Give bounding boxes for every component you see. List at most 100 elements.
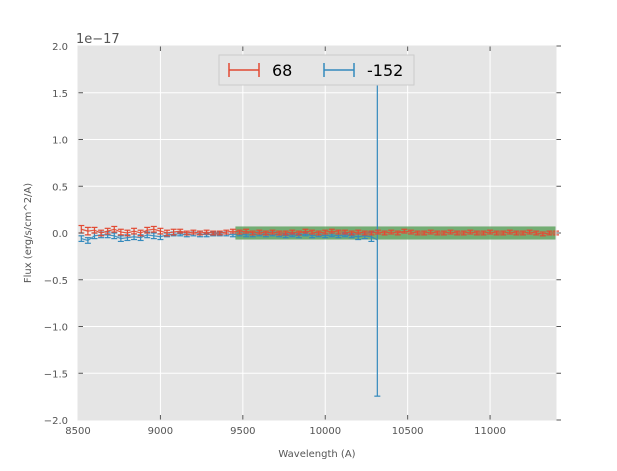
errorbar-point (500, 230, 507, 236)
y-tick-label: 2.0 (52, 42, 68, 53)
errorbar-point (78, 235, 85, 243)
errorbar-point (111, 232, 118, 240)
offset-label: 1e−17 (76, 32, 120, 47)
errorbar-point (289, 229, 296, 235)
errorbar-point (91, 226, 98, 234)
errorbar-point (256, 229, 263, 235)
errorbar-point (487, 229, 494, 235)
errorbar-point (243, 228, 250, 234)
legend-entry-68: 68 (228, 61, 292, 80)
y-tick-label: −1.5 (44, 369, 68, 380)
errorbar-point (177, 228, 184, 234)
errorbar-point (401, 228, 408, 234)
errorbar-point (236, 229, 243, 235)
errorbar-point (196, 230, 203, 236)
errorbar-point (440, 230, 447, 236)
errorbar-point (322, 229, 329, 235)
errorbar-point (223, 229, 230, 235)
errorbar-point (520, 230, 527, 236)
errorbar-point (249, 230, 256, 236)
errorbar-point (335, 229, 342, 235)
x-tick-label: 9500 (230, 426, 255, 437)
x-tick-label: 11000 (474, 426, 506, 437)
errorbar-point (473, 230, 480, 236)
y-tick-label: −0.5 (44, 276, 68, 287)
errorbar-point (361, 230, 368, 236)
errorbar-point (381, 230, 388, 236)
x-tick-label: 9000 (148, 426, 173, 437)
errorbar-point (124, 229, 131, 237)
errorbar-point (315, 230, 322, 236)
errorbar-point (355, 229, 362, 235)
errorbar-point (546, 230, 553, 236)
errorbar-point (157, 227, 164, 235)
x-tick-label: 10500 (392, 426, 424, 437)
errorbar-point (295, 230, 302, 236)
errorbar-point (262, 230, 269, 236)
y-axis-label: Flux (erg/s/cm^2/A) (23, 183, 34, 283)
errorbar-point (164, 229, 171, 237)
errorbar-point (493, 230, 500, 236)
errorbar-point (533, 230, 540, 236)
errorbar-point (539, 231, 546, 237)
legend-entry--152: -152 (323, 61, 403, 80)
errorbar-point (150, 225, 157, 233)
errorbar-point (210, 230, 217, 236)
y-tick-label: −1.0 (44, 323, 68, 334)
errorbar-point (342, 229, 349, 235)
legend-label: 68 (272, 61, 292, 80)
errorbar-point (506, 229, 513, 235)
y-tick-label: −2.0 (44, 416, 68, 427)
legend: 68 -152 (218, 54, 415, 86)
errorbar-point (302, 228, 309, 234)
x-tick-label: 10000 (309, 426, 341, 437)
x-tick-label: 8500 (65, 426, 90, 437)
series-line--152 (81, 233, 378, 242)
y-tick-label: 1.0 (52, 136, 68, 147)
x-axis-label: Wavelength (A) (278, 449, 355, 460)
errorbar-point (117, 235, 124, 243)
errorbar-point (98, 229, 105, 237)
errorbar-point (447, 229, 454, 235)
plot-frame (77, 45, 557, 421)
errorbar-point (434, 230, 441, 236)
errorbar-point (388, 229, 395, 235)
errorbar-point (144, 226, 151, 234)
errorbar-point (328, 228, 335, 234)
errorbar-point (427, 229, 434, 235)
errorbar-point (467, 229, 474, 235)
y-tick-label: 0.0 (52, 229, 68, 240)
errorbar-point (150, 232, 157, 240)
y-tick-label: 0.5 (52, 182, 68, 193)
errorbar-point (282, 230, 289, 236)
errorbar-point (414, 230, 421, 236)
errorbar-point (407, 229, 414, 235)
errorbar-point (137, 229, 144, 237)
legend-label: -152 (367, 61, 403, 80)
errorbar-point (170, 228, 177, 236)
errorbar-point (460, 230, 467, 236)
errorbar-point (131, 227, 138, 235)
errorbar-point (348, 230, 355, 236)
errorbar-point (309, 229, 316, 235)
errorbar-point (203, 229, 210, 235)
errorbar-point (183, 230, 190, 236)
errorbar-point (513, 230, 520, 236)
errorbar-point (111, 225, 118, 233)
errorbar-point (190, 229, 197, 235)
errorbar-point (368, 230, 375, 236)
errorbar-point (480, 230, 487, 236)
errorbar-point (84, 226, 91, 236)
errorbar-point (454, 230, 461, 236)
errorbar-point (229, 228, 236, 234)
errorbar-point (117, 228, 124, 236)
errorbar-point (216, 230, 223, 236)
errorbar-point (374, 229, 381, 235)
errorbar-point (394, 230, 401, 236)
errorbar-point (276, 230, 283, 236)
errorbar-point (269, 229, 276, 235)
errorbar-point (84, 237, 91, 244)
y-tick-label: 1.5 (52, 89, 68, 100)
errorbar-point (526, 229, 533, 235)
